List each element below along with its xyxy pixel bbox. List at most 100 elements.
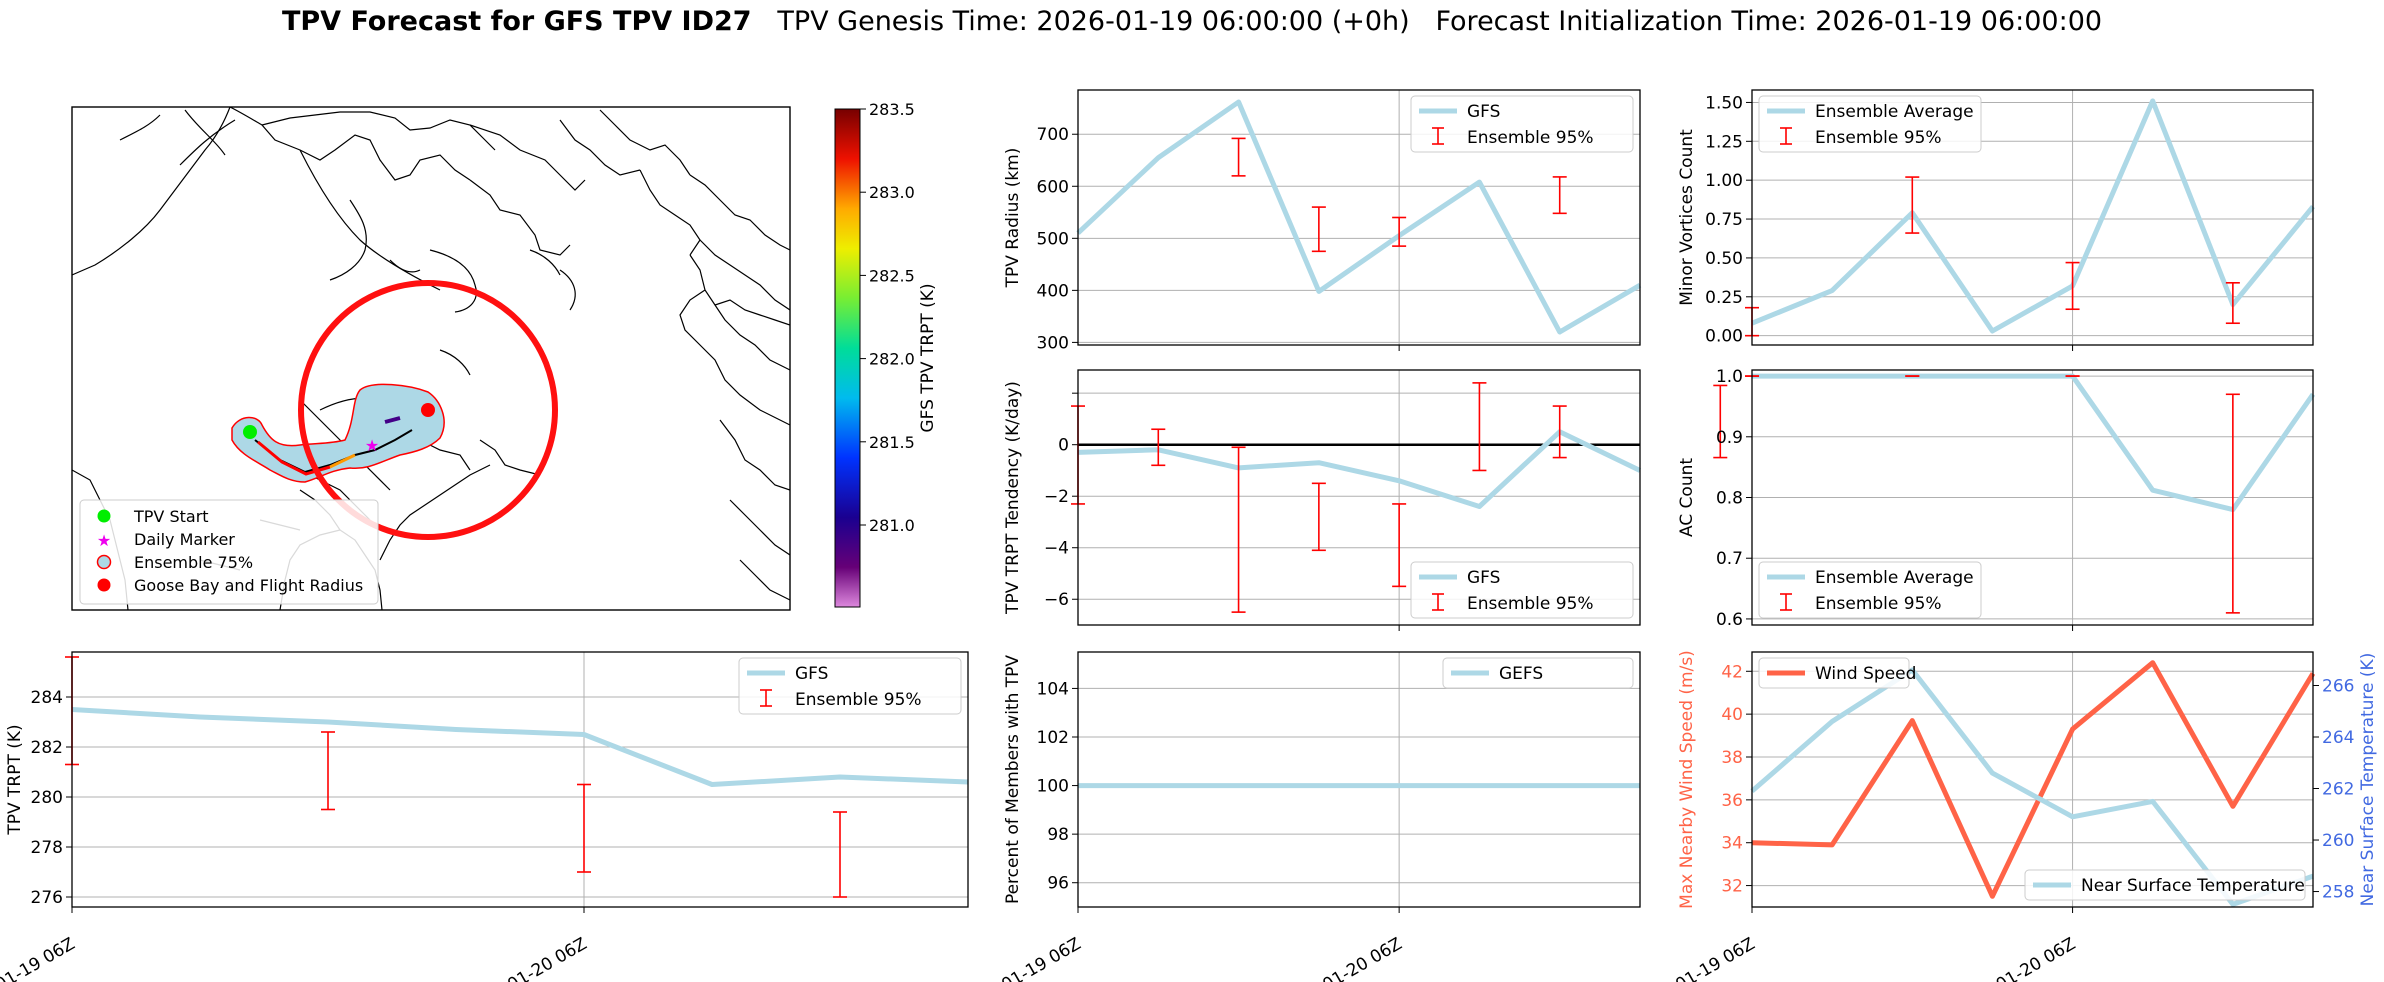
colorbar-tick-label: 281.0	[869, 516, 915, 535]
y-tick-label: 282	[31, 738, 63, 758]
ensemble-95-bar	[2225, 393, 2240, 614]
map-features: ★	[231, 280, 558, 540]
ensemble-95-bar	[321, 731, 335, 811]
series-line-gfs	[1077, 429, 1642, 509]
y-tick-label: 42	[1721, 662, 1743, 682]
y-tick-label: 0.50	[1705, 249, 1743, 269]
x-tick-label: 01-20 06Z	[1319, 934, 1405, 982]
tpv-start-marker	[243, 425, 257, 439]
map-frame	[71, 106, 791, 611]
legend-box: GFS Ensemble 95%	[1410, 95, 1634, 153]
y-tick-label: 1.00	[1705, 171, 1743, 191]
colorbar-tick-label: 282.5	[869, 266, 915, 285]
figure-title: TPV Forecast for GFS TPV ID27 TPV Genesi…	[0, 6, 2384, 37]
legend-box: GEFS	[1442, 657, 1634, 689]
y-tick-label: 600	[1037, 177, 1069, 197]
legend-frame	[1410, 95, 1634, 153]
legend-box: GFS Ensemble 95%	[1410, 561, 1634, 619]
legend-frame	[1758, 561, 1982, 619]
colorbar-tick-label: 282.0	[869, 350, 915, 369]
y-tick-label: 0.75	[1705, 210, 1743, 230]
y-tick-label: 0.6	[1716, 610, 1743, 630]
ensemble-95-bar	[1311, 206, 1326, 253]
x-tick-label: 01-20 06Z	[1993, 934, 2079, 982]
legend-label: Ensemble 95%	[1467, 594, 1594, 614]
ensemble-95-bar	[1311, 482, 1326, 552]
legend-label: Ensemble Average	[1815, 102, 1974, 122]
y-tick-label: 38	[1721, 748, 1743, 768]
legend-tpv-start: TPV Start	[133, 507, 209, 526]
y-tick-label: 0	[1058, 436, 1069, 456]
colorbar-label: GFS TPV TRPT (K)	[918, 283, 938, 432]
colorbar-tick-label: 281.5	[869, 433, 915, 452]
y-tick-label: 100	[1037, 777, 1069, 797]
ensemble-95-bar	[2065, 261, 2080, 311]
ensemble-95-bar	[1552, 405, 1567, 459]
ensemble-95-bar	[1472, 382, 1487, 472]
ensemble-95-bar	[1231, 137, 1246, 177]
y-tick-label: 500	[1037, 229, 1069, 249]
y-tick-label: 280	[31, 788, 63, 808]
ensemble-95-bar	[1392, 216, 1407, 247]
y-tick-label: 0.00	[1705, 327, 1743, 347]
x-tick-label: 01-19 06Z	[998, 934, 1084, 982]
y-tick-label: 98	[1047, 825, 1069, 845]
y-axis-label: TPV Radius (km)	[1003, 148, 1023, 289]
plot-frame	[71, 651, 969, 908]
y-tick-label: 104	[1037, 679, 1069, 699]
legend-frame	[1410, 561, 1634, 619]
y2-tick-label: 266	[2322, 676, 2354, 696]
legend-tpv-start-icon	[97, 509, 111, 523]
chart-tendency: −6 −4 −2 0 TPV TRPT Tendency (K/day) GFS Ensem…	[1003, 369, 1728, 631]
legend-label: Near Surface Temperature	[2081, 876, 2305, 896]
legend-frame	[2024, 869, 2306, 901]
y-axis-label: TPV TRPT (K)	[5, 724, 25, 835]
ensemble-95-bar	[1151, 428, 1166, 467]
legend-label: Ensemble 95%	[1815, 128, 1942, 148]
legend-label: Wind Speed	[1815, 664, 1916, 684]
x-tick-label: 01-19 06Z	[0, 934, 79, 982]
plot-area	[1752, 652, 2313, 907]
plot-frame	[1077, 369, 1641, 626]
y-tick-label: 1.0	[1716, 367, 1743, 387]
y-tick-label: 96	[1047, 874, 1069, 894]
y-tick-label: 1.25	[1705, 132, 1743, 152]
x-tick-label: 01-19 06Z	[1672, 934, 1758, 982]
ensemble-95-bar	[1713, 384, 1728, 459]
ensemble-95-bar	[2225, 282, 2240, 325]
legend-frame	[1758, 657, 1910, 689]
y-tick-label: 0.7	[1716, 549, 1743, 569]
chart-trpt: 276 278 280 282 284 01-19 06Z 01-20 06Z TPV TRP…	[0, 651, 969, 982]
ensemble-95-bar	[577, 783, 591, 873]
plot-frame	[1751, 369, 2314, 626]
series-line-gfs	[1076, 99, 1642, 335]
legend-box: Near Surface Temperature	[2024, 869, 2306, 901]
y2-tick-label: 258	[2322, 883, 2354, 903]
y-axis-label: Minor Vortices Count	[1677, 129, 1697, 306]
colorbar-tick-label: 283.0	[869, 183, 915, 202]
colorbar: 283.5 283.0 282.5 282.0 281.5 281.0 GFS TPV T…	[834, 100, 938, 608]
y-tick-label: 32	[1721, 877, 1743, 897]
ensemble-75-region	[231, 383, 445, 483]
y2-tick-label: 262	[2322, 780, 2354, 800]
y-tick-label: 0.8	[1716, 489, 1743, 509]
y-tick-label: 0.9	[1716, 428, 1743, 448]
y-axis-label: AC Count	[1677, 458, 1697, 537]
legend-frame	[738, 657, 962, 715]
y-tick-label: 278	[31, 838, 63, 858]
y-tick-label: 40	[1721, 705, 1743, 725]
chart-minor_vortices: 0.00 0.25 0.50 0.75 1.00 1.25 1.50 Minor Vortic…	[1677, 89, 2315, 351]
title-init: Forecast Initialization Time: 2026-01-19…	[1435, 6, 2103, 37]
plot-frame	[1077, 651, 1641, 908]
legend-goose-bay-icon	[97, 578, 111, 592]
ensemble-95-bar	[1905, 176, 1920, 234]
legend-frame	[1442, 657, 1634, 689]
y-tick-label: −2	[1044, 487, 1069, 507]
legend-label: GFS	[795, 664, 828, 684]
series-line-ensemble-average	[1751, 98, 2315, 334]
series-line-gfs	[71, 707, 969, 787]
chart-percent: 96 98 100 102 104 01-19 06Z 01-20 06Z Percent o…	[998, 651, 1641, 982]
colorbar-tick-label: 283.5	[869, 100, 915, 119]
tpv-track-cold	[384, 416, 401, 424]
